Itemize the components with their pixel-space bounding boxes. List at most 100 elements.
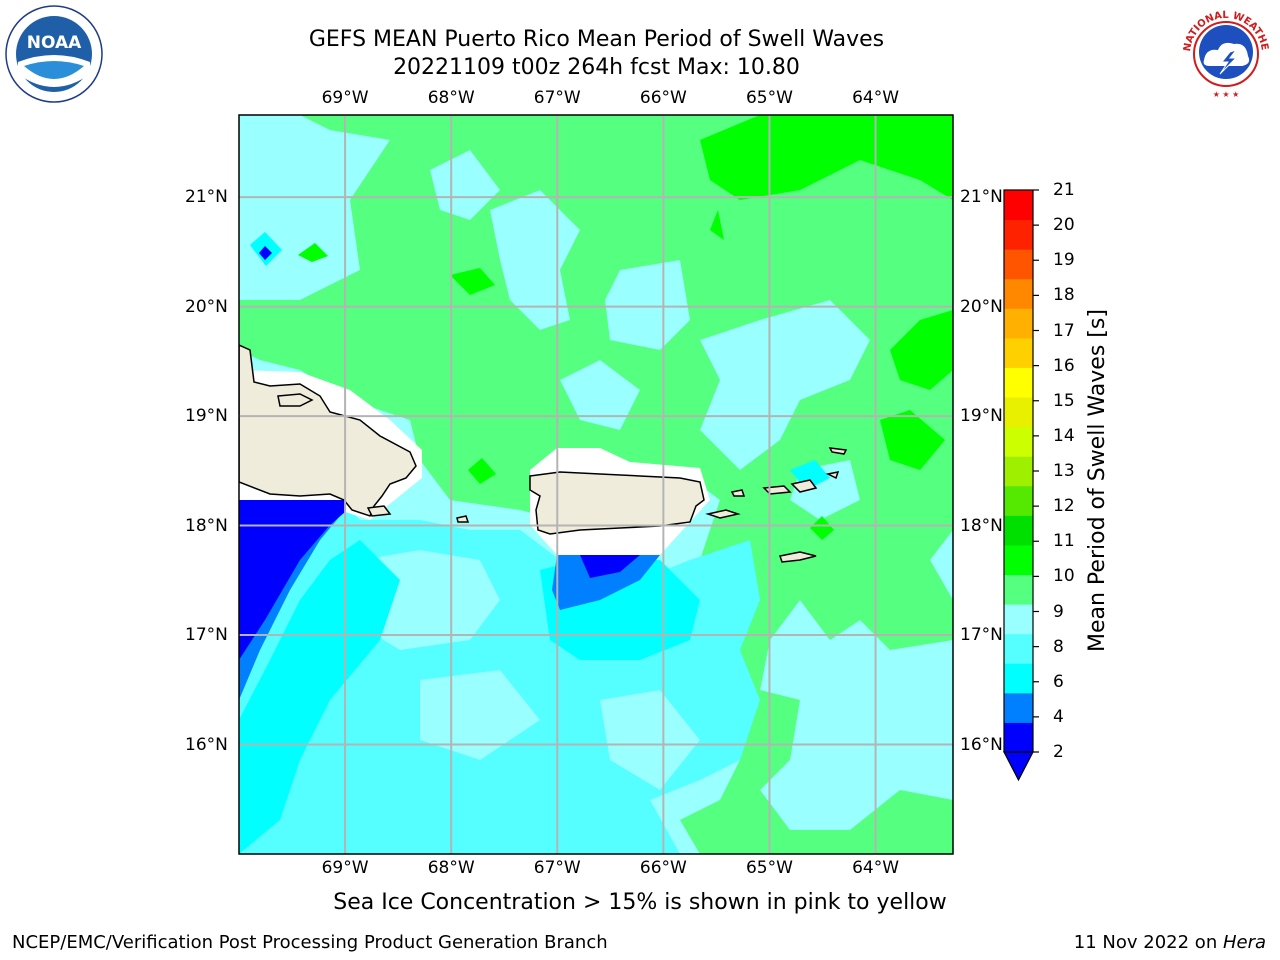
colorbar-band [1004, 249, 1033, 280]
colorbar-tick-label: 14 [1053, 425, 1075, 446]
latitude-label-left: 20°N [185, 296, 228, 317]
colorbar-band [1004, 278, 1033, 309]
field-10-11s-spot2 [468, 458, 496, 484]
land-tortuga [277, 393, 314, 407]
colorbar-tick-label: 2 [1053, 742, 1064, 762]
field-8-9s-pocket-4 [560, 360, 640, 430]
colorbar-tick-label: 9 [1053, 601, 1064, 622]
colorbar-band [1004, 515, 1033, 546]
field-8-9s-pocket-3 [700, 300, 870, 470]
colorbar-band [1004, 485, 1033, 516]
colorbar-band [1004, 397, 1033, 428]
colorbar-band [1004, 722, 1033, 753]
field-10-11s-spot4 [810, 516, 834, 540]
latitude-label-left: 19°N [185, 406, 228, 427]
colorbar-tick-label: 18 [1053, 285, 1075, 306]
colorbar-band [1004, 219, 1033, 250]
field-10-11s-east2 [880, 410, 945, 470]
colorbar-band [1004, 308, 1033, 339]
longitude-label-top: 67°W [533, 88, 581, 108]
colorbar-tick-label: 8 [1053, 636, 1064, 657]
latitude-label-right: 21°N [960, 187, 1003, 208]
field-8-9s-pocket-2 [605, 260, 690, 350]
gridlines [239, 115, 953, 854]
land-vieques [705, 509, 741, 519]
land-st-croix [779, 551, 817, 563]
latitude-label-right: 20°N [960, 296, 1003, 317]
swell-period-field [239, 115, 953, 854]
land-hispaniola [239, 344, 417, 517]
colorbar-band [1004, 574, 1033, 605]
colorbar-tick-label: 11 [1053, 531, 1075, 552]
longitude-label-bottom: 64°W [852, 858, 900, 878]
colorbar-tick-label: 15 [1053, 390, 1075, 411]
latitude-label-right: 19°N [960, 406, 1003, 427]
latitude-label-left: 21°N [185, 187, 228, 208]
colorbar-tick-label: 10 [1053, 566, 1075, 587]
colorbar-band [1004, 456, 1033, 487]
longitude-label-top: 69°W [321, 88, 369, 108]
land-puerto-rico [529, 471, 705, 535]
field-10-11s-ne [700, 115, 953, 200]
longitude-label-bottom: 68°W [427, 858, 475, 878]
land-mona [456, 515, 470, 523]
colorbar-tick-label: 12 [1053, 496, 1075, 517]
colorbar-min-arrow [1003, 751, 1034, 782]
colorbar-tick-label: 17 [1053, 320, 1075, 341]
latitude-label-left: 17°N [185, 625, 228, 646]
longitude-label-top: 65°W [745, 88, 793, 108]
colorbar-tick-label: 16 [1053, 355, 1075, 376]
credit-date-text: 11 Nov 2022 on [1073, 932, 1223, 953]
colorbar [1003, 189, 1039, 782]
colorbar-band [1004, 337, 1033, 368]
longitude-label-bottom: 66°W [639, 858, 687, 878]
map-subtitle: 20221109 t00z 264h fcst Max: 10.80 [393, 55, 800, 80]
field-8-9s-pocket-5 [430, 150, 500, 220]
colorbar-band [1004, 692, 1033, 723]
noaa-logo: NOAA [4, 4, 104, 104]
longitude-label-bottom: 69°W [321, 858, 369, 878]
land-saona [366, 505, 392, 517]
colorbar-tick-label: 13 [1053, 461, 1075, 481]
field-8-9s-south-pocket-3 [600, 690, 700, 790]
field-below-2s-pr-south [580, 555, 640, 578]
field-below-2s-spot [259, 246, 272, 260]
colorbar-band [1004, 604, 1033, 635]
land-virgin-islands [730, 447, 848, 497]
colorbar-band [1004, 663, 1033, 694]
colorbar-tick-label: 4 [1053, 706, 1064, 727]
map-frame [238, 114, 954, 855]
field-10-11s-east [890, 310, 953, 390]
field-2-4s-pr-south [552, 555, 660, 610]
credit-machine: Hera [1222, 932, 1266, 953]
noaa-logo-text: NOAA [27, 33, 82, 53]
colorbar-band [1004, 633, 1033, 664]
field-below-2s-sw [239, 500, 345, 660]
map-title: GEFS MEAN Puerto Rico Mean Period of Swe… [308, 27, 885, 52]
colorbar-tick-label: 19 [1053, 250, 1075, 271]
longitude-label-top: 68°W [427, 88, 475, 108]
field-4-6s-south [239, 540, 400, 854]
latitude-label-left: 16°N [185, 734, 228, 755]
colorbar-title: Mean Period of Swell Waves [s] [1085, 309, 1110, 652]
longitude-label-bottom: 65°W [745, 858, 793, 878]
colorbar-tick-label: 20 [1053, 215, 1075, 236]
field-10-11s-spot3 [710, 210, 724, 240]
latitude-label-right: 18°N [960, 515, 1003, 536]
colorbar-band [1004, 190, 1033, 221]
colorbar-tick-label: 6 [1053, 671, 1064, 692]
credit-date: 11 Nov 2022 on Hera [1074, 932, 1266, 953]
longitude-label-top: 64°W [852, 88, 900, 108]
colorbar-band [1004, 426, 1033, 457]
colorbar-band [1004, 544, 1033, 576]
latitude-label-right: 17°N [960, 625, 1003, 646]
latitude-label-right: 16°N [960, 734, 1003, 755]
longitude-label-top: 66°W [639, 88, 687, 108]
colorbar-band [1004, 367, 1033, 398]
sea-ice-note: Sea Ice Concentration > 15% is shown in … [333, 890, 947, 915]
svg-text:★ ★ ★: ★ ★ ★ [1213, 90, 1240, 99]
colorbar-tick-label: 21 [1053, 180, 1075, 200]
field-8-9s-south-pocket-2 [420, 670, 540, 760]
field-10-11s-spot5 [298, 243, 328, 262]
